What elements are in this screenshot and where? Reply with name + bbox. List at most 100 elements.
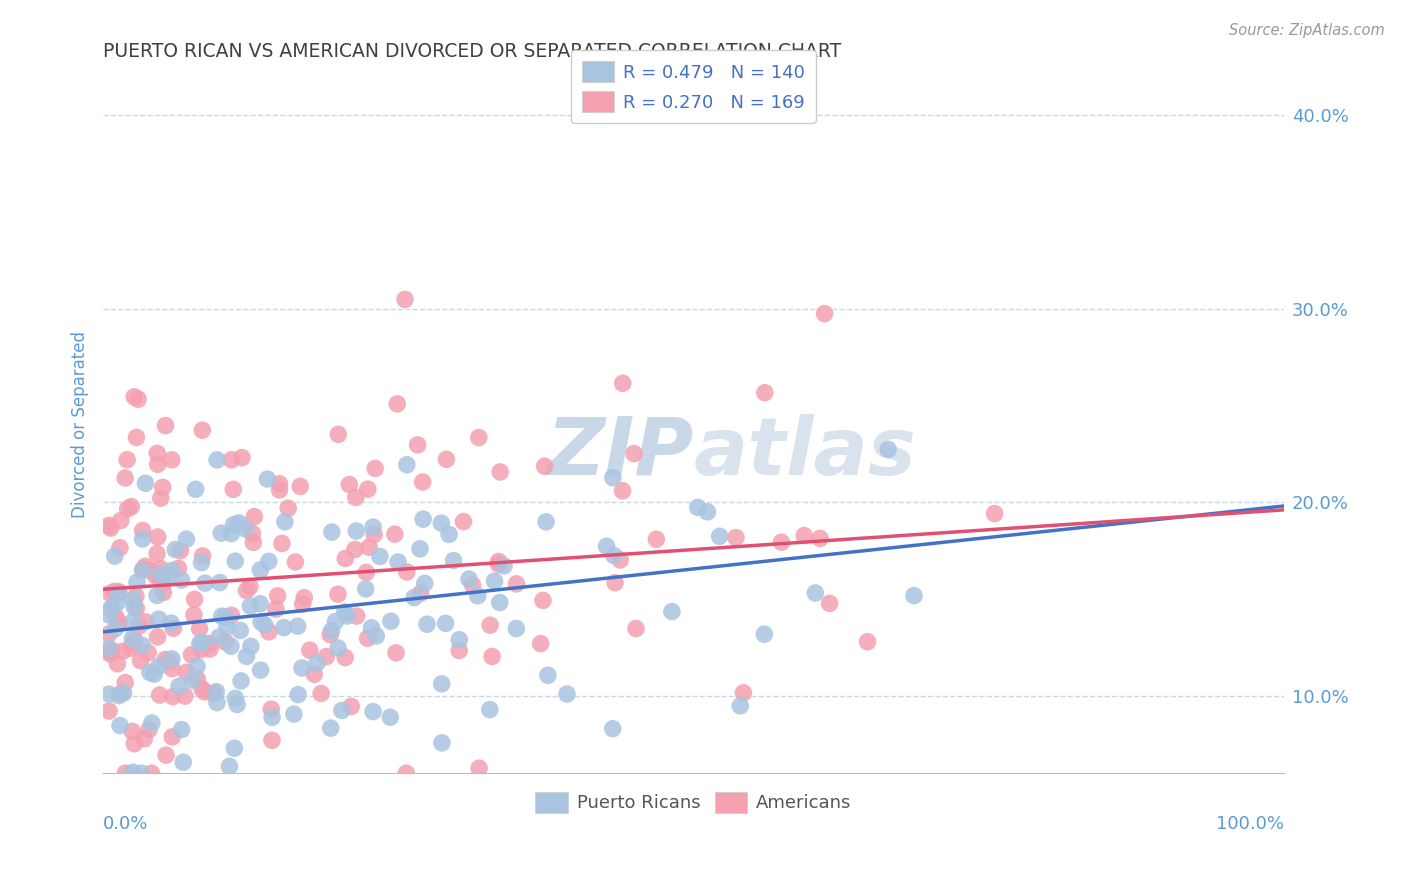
Point — [149, 567, 172, 582]
Point — [271, 536, 294, 550]
Point — [98, 586, 121, 600]
Point — [188, 622, 211, 636]
Text: 0.0%: 0.0% — [103, 815, 149, 833]
Point — [122, 637, 145, 651]
Point — [645, 533, 668, 547]
Point — [877, 442, 900, 457]
Point — [624, 622, 647, 636]
Point — [249, 663, 271, 677]
Point — [198, 636, 221, 650]
Point — [162, 730, 184, 744]
Point — [412, 475, 434, 489]
Point — [437, 527, 460, 541]
Point — [602, 471, 624, 485]
Point — [146, 630, 169, 644]
Point — [754, 627, 776, 641]
Point — [122, 390, 145, 404]
Point — [492, 558, 515, 573]
Point — [224, 554, 246, 568]
Point — [416, 617, 439, 632]
Point — [108, 541, 131, 555]
Point — [107, 584, 129, 599]
Point — [319, 721, 342, 735]
Point — [98, 627, 121, 641]
Point — [169, 543, 191, 558]
Point — [188, 636, 211, 650]
Point — [205, 453, 228, 467]
Point — [176, 532, 198, 546]
Point — [304, 667, 326, 681]
Point — [488, 595, 510, 609]
Point — [603, 575, 626, 590]
Point — [107, 595, 129, 609]
Point — [595, 539, 617, 553]
Point — [728, 698, 751, 713]
Point — [180, 648, 202, 662]
Point — [114, 471, 136, 485]
Point — [257, 624, 280, 639]
Point — [228, 516, 250, 530]
Point — [108, 689, 131, 703]
Point — [359, 540, 381, 554]
Point — [184, 482, 207, 496]
Point — [686, 500, 709, 515]
Point — [191, 681, 214, 696]
Point — [354, 566, 377, 580]
Point — [412, 512, 434, 526]
Point — [134, 615, 156, 629]
Point — [98, 687, 121, 701]
Point — [366, 629, 388, 643]
Point — [114, 766, 136, 780]
Point — [198, 642, 221, 657]
Point — [224, 741, 246, 756]
Point — [239, 580, 262, 594]
Text: PUERTO RICAN VS AMERICAN DIVORCED OR SEPARATED CORRELATION CHART: PUERTO RICAN VS AMERICAN DIVORCED OR SEP… — [103, 42, 841, 61]
Point — [114, 675, 136, 690]
Point — [818, 596, 841, 610]
Point — [131, 766, 153, 780]
Point — [110, 686, 132, 700]
Point — [326, 587, 349, 601]
Point — [141, 715, 163, 730]
Point — [537, 668, 560, 682]
Point — [612, 483, 634, 498]
Point — [208, 630, 231, 644]
Point — [224, 691, 246, 706]
Point — [754, 385, 776, 400]
Point — [623, 446, 645, 460]
Point — [555, 687, 578, 701]
Point — [443, 553, 465, 567]
Point — [262, 710, 284, 724]
Point — [291, 597, 314, 611]
Point — [131, 564, 153, 578]
Point — [124, 600, 146, 615]
Point — [129, 654, 152, 668]
Point — [193, 685, 215, 699]
Point — [283, 707, 305, 722]
Point — [134, 559, 156, 574]
Point — [104, 610, 127, 624]
Point — [733, 686, 755, 700]
Point — [488, 557, 510, 571]
Point — [231, 450, 253, 465]
Point — [100, 521, 122, 535]
Point — [122, 592, 145, 607]
Point — [211, 609, 233, 624]
Point — [136, 646, 159, 660]
Point — [856, 634, 879, 648]
Point — [478, 703, 501, 717]
Point — [533, 459, 555, 474]
Point — [208, 575, 231, 590]
Point — [434, 452, 457, 467]
Point — [505, 622, 527, 636]
Point — [319, 628, 342, 642]
Point — [122, 614, 145, 628]
Point — [209, 526, 232, 541]
Point — [406, 438, 429, 452]
Point — [160, 652, 183, 666]
Point — [394, 293, 416, 307]
Point — [344, 491, 367, 505]
Point — [160, 616, 183, 631]
Point — [139, 665, 162, 680]
Point — [108, 615, 131, 630]
